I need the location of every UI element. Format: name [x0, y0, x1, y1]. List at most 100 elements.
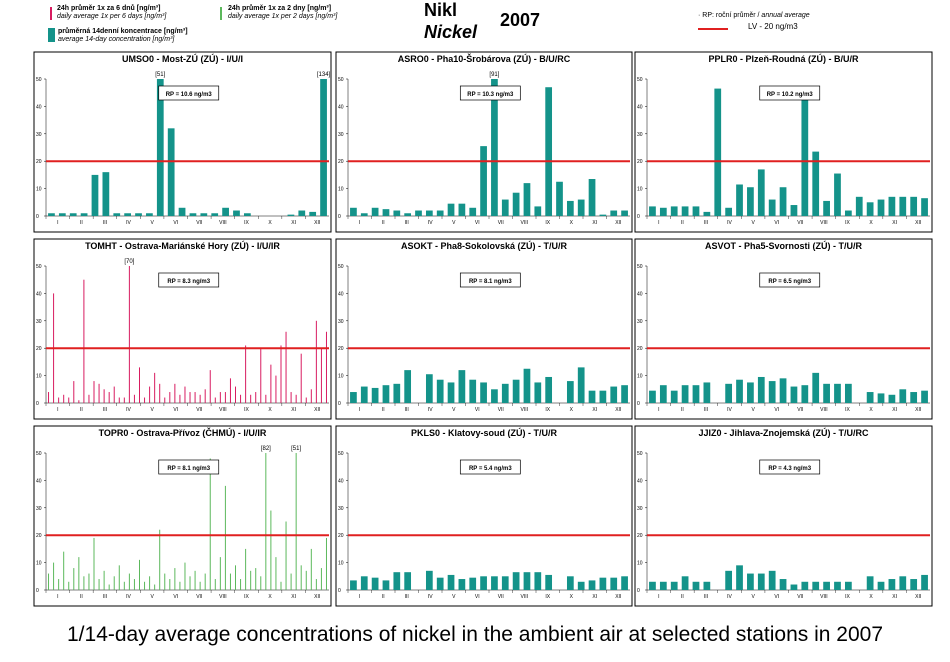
data-bar — [610, 386, 618, 403]
x-tick-label: VII — [196, 594, 202, 600]
data-bar — [298, 210, 306, 216]
y-tick-label: 50 — [338, 264, 344, 270]
chart-panel — [335, 238, 633, 420]
data-bar — [725, 570, 733, 590]
data-bar — [834, 383, 841, 403]
y-tick-label: 20 — [637, 159, 643, 165]
x-tick-label: XI — [291, 407, 296, 413]
overflow-note: [134] — [317, 72, 331, 78]
data-bar — [670, 581, 678, 590]
y-tick-label: 40 — [36, 104, 42, 110]
data-bar — [480, 382, 487, 403]
data-bar — [768, 199, 776, 216]
data-bar — [512, 192, 520, 216]
x-tick-label: I — [359, 594, 360, 600]
data-bar — [447, 574, 455, 590]
data-bar — [714, 88, 722, 216]
x-tick-label: XII — [615, 594, 621, 600]
data-bar — [599, 214, 607, 216]
data-bar — [747, 573, 754, 590]
data-bar — [659, 581, 667, 590]
data-bar — [621, 210, 628, 216]
x-tick-label: IV — [126, 220, 131, 226]
x-tick-label: VI — [475, 220, 480, 226]
y-tick-label: 30 — [637, 319, 643, 325]
x-tick-label: VI — [173, 594, 178, 600]
x-tick-label: VI — [173, 220, 178, 226]
x-tick-label: I — [57, 407, 58, 413]
data-bar — [545, 376, 553, 403]
x-tick-label: IX — [845, 407, 850, 413]
data-bar — [577, 199, 585, 216]
x-tick-label: X — [570, 407, 574, 413]
data-bar — [393, 383, 401, 403]
y-tick-label: 10 — [338, 374, 344, 380]
data-bar — [566, 200, 574, 216]
chart-panel — [33, 238, 332, 420]
y-tick-label: 20 — [338, 533, 344, 539]
data-bar — [48, 213, 55, 216]
data-bar — [91, 174, 99, 216]
data-bar — [910, 196, 918, 216]
data-bar — [599, 577, 607, 590]
data-bar — [382, 385, 390, 403]
chart-title: ASRO0 - Pha10-Šrobárova (ZÚ) - B/U/RC — [398, 53, 571, 64]
data-bar — [736, 379, 743, 403]
x-tick-label: IX — [244, 220, 249, 226]
data-bar — [469, 577, 477, 590]
data-bar — [309, 211, 317, 216]
x-tick-label: X — [570, 594, 574, 600]
pink-legend-label: 24h průměr 1x za 6 dnů [ng/m³] daily ave… — [57, 5, 166, 21]
data-bar — [801, 581, 809, 590]
y-tick-label: 50 — [637, 451, 643, 457]
data-bar — [757, 169, 765, 216]
data-bar — [189, 213, 197, 216]
data-bar — [167, 128, 175, 216]
y-tick-label: 30 — [36, 132, 42, 138]
x-tick-label: VII — [196, 407, 202, 413]
x-tick-label: X — [570, 220, 574, 226]
x-tick-label: II — [382, 594, 385, 600]
y-tick-label: 30 — [36, 319, 42, 325]
y-tick-label: 10 — [338, 561, 344, 567]
data-bar — [790, 584, 798, 590]
data-bar — [888, 394, 896, 403]
data-bar — [779, 187, 787, 216]
data-bar — [747, 382, 754, 403]
data-bar — [577, 581, 585, 590]
x-tick-label: X — [268, 220, 272, 226]
data-bar — [768, 570, 776, 590]
data-bar — [501, 199, 509, 216]
y-tick-label: 20 — [338, 159, 344, 165]
x-tick-label: IV — [727, 220, 732, 226]
data-bar — [371, 577, 379, 590]
y-tick-label: 40 — [637, 104, 643, 110]
data-bar — [823, 200, 830, 216]
green-legend-en: daily average 1x per 2 days [ng/m³] — [228, 13, 338, 20]
chart-title: TOMHT - Ostrava-Mariánské Hory (ZÚ) - I/… — [85, 240, 280, 251]
limit-legend-label: LV - 20 ng/m3 — [748, 22, 798, 31]
data-bar — [566, 381, 574, 403]
x-tick-label: VIII — [219, 594, 227, 600]
data-bar — [382, 209, 390, 216]
figure-caption: 1/14-day average concentrations of nicke… — [67, 623, 883, 646]
overflow-note: [91] — [489, 72, 499, 78]
teal-legend-label: průměrná 14denní koncentrace [ng/m³] ave… — [58, 28, 188, 44]
y-tick-label: 30 — [637, 132, 643, 138]
data-bar — [233, 210, 240, 216]
data-bar — [649, 581, 656, 590]
y-tick-label: 20 — [637, 533, 643, 539]
data-bar — [779, 378, 787, 403]
x-tick-label: XII — [314, 407, 320, 413]
y-tick-label: 30 — [338, 506, 344, 512]
data-bar — [599, 390, 607, 403]
data-bar — [877, 393, 885, 403]
data-bar — [371, 387, 379, 403]
rp-box — [459, 272, 521, 288]
data-bar — [692, 206, 700, 216]
data-bar — [447, 382, 455, 403]
x-tick-label: VIII — [520, 594, 528, 600]
data-bar — [877, 199, 885, 216]
data-bar — [866, 392, 874, 403]
x-tick-label: X — [268, 407, 272, 413]
